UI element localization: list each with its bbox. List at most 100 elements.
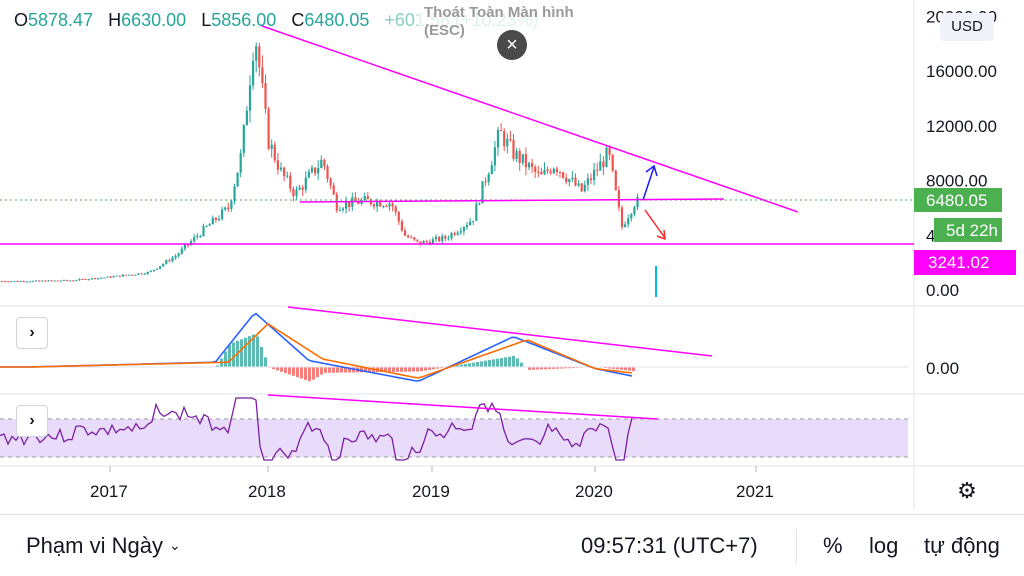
candle-body (521, 154, 524, 163)
percent-scale-button[interactable]: % (823, 533, 843, 558)
candle-body (376, 201, 379, 207)
candle-body (35, 280, 38, 282)
candle-body (304, 177, 307, 190)
candle-body (354, 197, 357, 202)
candle-body (481, 181, 484, 204)
clock-timezone[interactable]: 09:57:31 (UTC+7) (581, 533, 758, 558)
candle-body (81, 278, 84, 280)
candle-body (568, 179, 571, 183)
candle-body (379, 201, 382, 207)
macd-histogram-bar (528, 367, 531, 370)
macd-histogram-bar (504, 357, 507, 367)
candle-body (413, 237, 416, 240)
rsi-divergence-line (267, 394, 659, 420)
currency-button[interactable]: USD (940, 13, 994, 41)
macd-histogram-bar (392, 367, 395, 372)
macd-histogram-bar (316, 367, 319, 378)
resistance-trendline (261, 25, 799, 213)
macd-histogram-bar (500, 358, 503, 367)
open-value: 5878.47 (28, 10, 94, 30)
candle-body (341, 208, 345, 211)
candle-body (307, 171, 310, 178)
candle-body (397, 212, 400, 222)
candle-body (310, 167, 314, 172)
macd-pane-toggle[interactable]: › (16, 317, 48, 349)
candle-body (162, 263, 165, 267)
candle-body (22, 281, 25, 283)
date-range-button[interactable]: Phạm vi Ngày ⌄ (26, 533, 181, 559)
gear-icon[interactable]: ⚙ (957, 478, 977, 503)
candle-body (118, 275, 121, 277)
macd-histogram-bar (548, 367, 551, 370)
macd-histogram-bar (516, 358, 519, 367)
macd-histogram-bar (232, 342, 235, 367)
macd-histogram-bar (404, 367, 407, 372)
candle-body (490, 165, 493, 175)
macd-histogram-bar (320, 367, 323, 375)
candle-body (518, 150, 521, 163)
down-arrow-icon (644, 209, 666, 241)
macd-histogram-bar (280, 367, 283, 372)
candle-body (196, 236, 199, 238)
candle-body (335, 194, 338, 211)
macd-histogram-bar (556, 367, 559, 369)
candle-body (565, 177, 568, 183)
macd-histogram-bar (472, 362, 475, 367)
candle-body (465, 225, 469, 228)
candle-body (428, 241, 431, 245)
candle-body (602, 161, 605, 167)
candle-body (38, 280, 41, 282)
rsi-pane-toggle[interactable]: › (16, 405, 48, 437)
candle-body (75, 280, 78, 282)
candle-body (208, 224, 211, 226)
candle-body (131, 274, 134, 276)
macd-histogram-bar (572, 367, 575, 369)
high-value: 6630.00 (121, 10, 187, 30)
macd-histogram-bar (464, 363, 467, 367)
candle-body (217, 218, 221, 221)
exit-fullscreen-button[interactable]: × (497, 30, 527, 60)
macd-histogram-bar (380, 367, 383, 373)
candle-body (524, 154, 527, 168)
candle-body (276, 160, 279, 170)
macd-histogram-bar (416, 367, 419, 372)
candle-body (165, 260, 168, 264)
candle-body (264, 83, 267, 109)
chart-area[interactable]: 20000.0016000.0012000.008000.004000.000.… (0, 0, 1024, 510)
candle-body (614, 170, 617, 191)
macd-histogram-bar (308, 367, 311, 382)
candle-body (59, 280, 62, 282)
candle-body (453, 233, 456, 235)
countdown-tag-bg (934, 218, 1002, 242)
chart-canvas[interactable]: 20000.0016000.0012000.008000.004000.000.… (0, 0, 1024, 510)
candle-body (211, 217, 214, 225)
log-scale-button[interactable]: log (869, 533, 899, 558)
candle-body (487, 174, 490, 182)
macd-histogram-bar (420, 367, 423, 372)
macd-histogram-bar (624, 367, 627, 371)
price-axis-tick: 16000.00 (926, 62, 997, 81)
candle-body (363, 195, 366, 200)
candle-body (617, 190, 620, 208)
candle-body (537, 171, 540, 173)
candle-body (441, 235, 444, 242)
candle-body (608, 147, 611, 155)
candle-body (400, 221, 403, 231)
candle-body (382, 206, 385, 208)
macd-histogram-bar (364, 367, 367, 373)
macd-histogram-bar (216, 365, 219, 367)
macd-histogram-bar (312, 367, 315, 380)
macd-histogram-bar (532, 367, 535, 370)
candle-body (103, 277, 106, 279)
macd-histogram-bar (228, 344, 231, 367)
macd-histogram-bar (492, 359, 495, 367)
auto-scale-button[interactable]: tự động (924, 533, 1000, 558)
candle-body (168, 260, 171, 262)
candle-body (255, 46, 258, 61)
candle-body (388, 203, 391, 207)
macd-divergence-line (287, 306, 713, 357)
candle-body (527, 163, 531, 168)
time-axis-label: 2020 (575, 482, 613, 501)
macd-histogram-bar (432, 367, 435, 370)
candle-body (295, 189, 298, 197)
